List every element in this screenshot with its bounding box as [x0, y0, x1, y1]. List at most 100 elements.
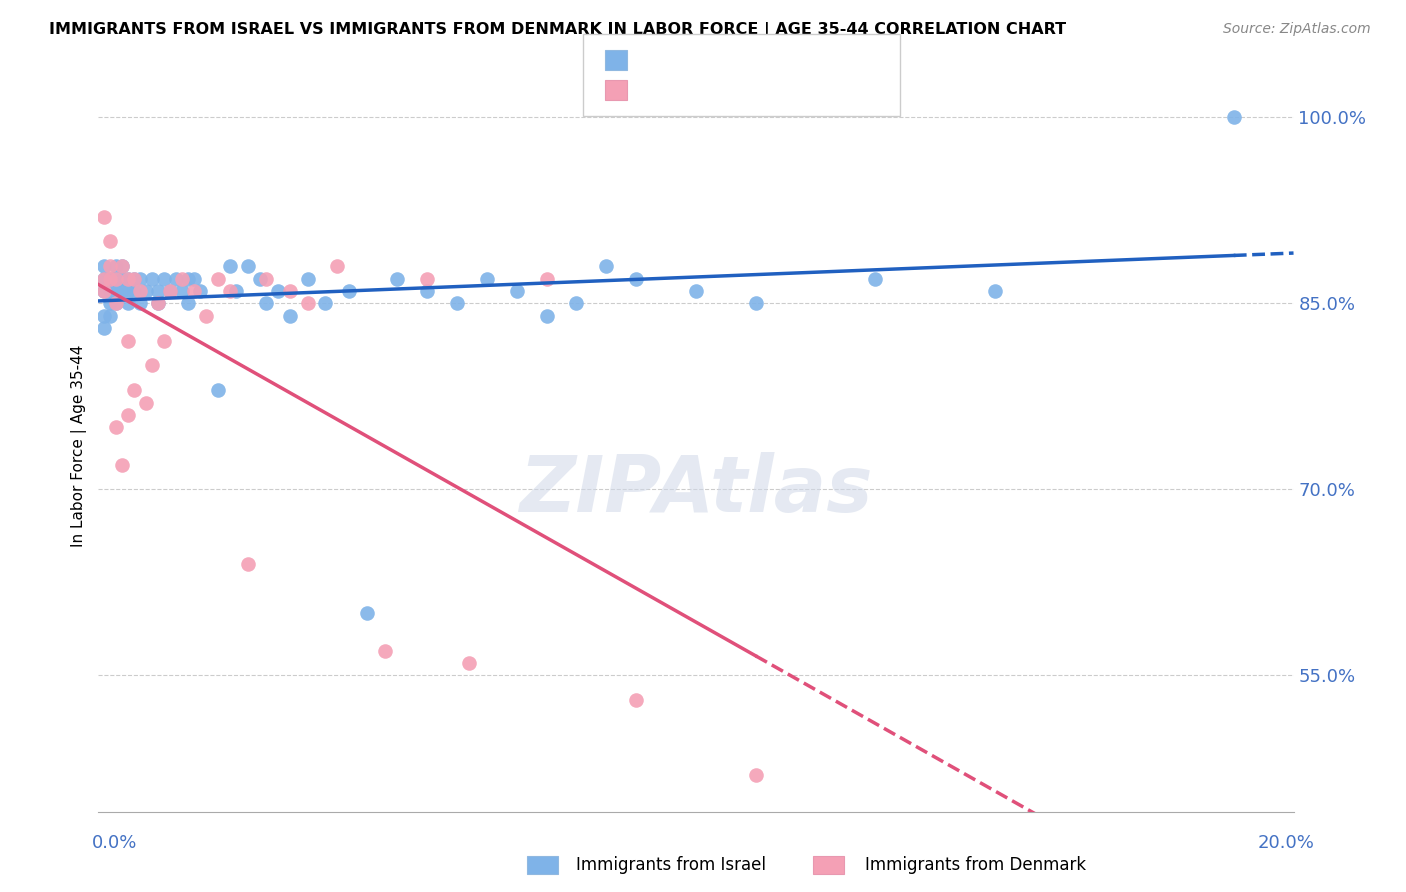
Text: ZIPAtlas: ZIPAtlas: [519, 452, 873, 528]
Point: [98, 259, 122, 273]
Point: [183, 284, 205, 298]
Point: [148, 296, 170, 310]
Point: [225, 284, 247, 298]
Point: [105, 296, 128, 310]
Point: [207, 383, 229, 397]
Point: [177, 296, 200, 310]
Point: [595, 259, 617, 273]
Point: [124, 383, 146, 397]
Point: [188, 284, 211, 298]
Point: [93, 271, 115, 285]
Point: [111, 259, 134, 273]
Point: [458, 656, 481, 670]
Point: [117, 271, 139, 285]
Point: [98, 309, 122, 323]
Point: [297, 271, 319, 285]
Point: [105, 271, 128, 285]
Point: [117, 284, 139, 298]
Point: [297, 296, 319, 310]
Point: [105, 284, 128, 298]
Point: [254, 296, 277, 310]
Text: Immigrants from Israel: Immigrants from Israel: [576, 856, 766, 874]
Text: Immigrants from Denmark: Immigrants from Denmark: [865, 856, 1085, 874]
Point: [93, 271, 115, 285]
Point: [141, 271, 163, 285]
Point: [385, 271, 409, 285]
Point: [446, 296, 468, 310]
Point: [159, 284, 181, 298]
Point: [124, 271, 146, 285]
Text: 0.056: 0.056: [662, 81, 710, 99]
Point: [326, 259, 349, 273]
Point: [339, 284, 361, 298]
Point: [135, 395, 157, 409]
Point: [129, 271, 152, 285]
Point: [207, 271, 229, 285]
Point: [105, 296, 128, 310]
Point: [865, 271, 887, 285]
Point: [172, 271, 194, 285]
Point: [278, 309, 301, 323]
Point: [219, 284, 242, 298]
Text: IMMIGRANTS FROM ISRAEL VS IMMIGRANTS FROM DENMARK IN LABOR FORCE | AGE 35-44 COR: IMMIGRANTS FROM ISRAEL VS IMMIGRANTS FRO…: [49, 22, 1066, 38]
Point: [93, 284, 115, 298]
Point: [93, 309, 115, 323]
Point: [219, 259, 242, 273]
Point: [745, 296, 768, 310]
Text: N = 61: N = 61: [718, 51, 776, 69]
Point: [374, 643, 396, 657]
Point: [117, 334, 139, 348]
Point: [93, 210, 115, 224]
Point: [105, 420, 128, 434]
Point: [98, 284, 122, 298]
Point: [141, 359, 163, 373]
Point: [416, 271, 439, 285]
Point: [135, 284, 157, 298]
Point: [98, 271, 122, 285]
Point: [267, 284, 290, 298]
Point: [475, 271, 498, 285]
Point: [984, 284, 1007, 298]
Text: N = 38: N = 38: [718, 81, 776, 99]
Point: [626, 693, 648, 707]
Point: [172, 284, 194, 298]
Point: [117, 408, 139, 422]
Point: [153, 271, 176, 285]
Point: [183, 271, 205, 285]
Point: [129, 296, 152, 310]
Point: [254, 271, 277, 285]
Point: [685, 284, 707, 298]
Point: [93, 321, 115, 335]
Point: [565, 296, 588, 310]
Point: [165, 271, 187, 285]
Point: [536, 309, 558, 323]
Point: [177, 271, 200, 285]
Point: [1223, 111, 1246, 125]
Point: [506, 284, 529, 298]
Point: [98, 296, 122, 310]
Point: [195, 309, 218, 323]
Text: Source: ZipAtlas.com: Source: ZipAtlas.com: [1223, 22, 1371, 37]
Point: [129, 284, 152, 298]
Point: [745, 767, 768, 781]
Point: [117, 296, 139, 310]
Point: [249, 271, 271, 285]
Point: [124, 271, 146, 285]
Point: [111, 259, 134, 273]
Point: [105, 259, 128, 273]
Point: [356, 607, 378, 621]
Point: [416, 284, 439, 298]
Point: [111, 458, 134, 472]
Point: [626, 271, 648, 285]
Point: [124, 284, 146, 298]
Point: [278, 284, 301, 298]
Point: [536, 271, 558, 285]
Text: R =: R =: [636, 51, 672, 69]
Point: [153, 334, 176, 348]
Point: [117, 271, 139, 285]
Text: 20.0%: 20.0%: [1258, 834, 1315, 852]
Point: [315, 296, 337, 310]
Point: [159, 284, 181, 298]
Text: 0.198: 0.198: [662, 51, 710, 69]
Point: [111, 284, 134, 298]
